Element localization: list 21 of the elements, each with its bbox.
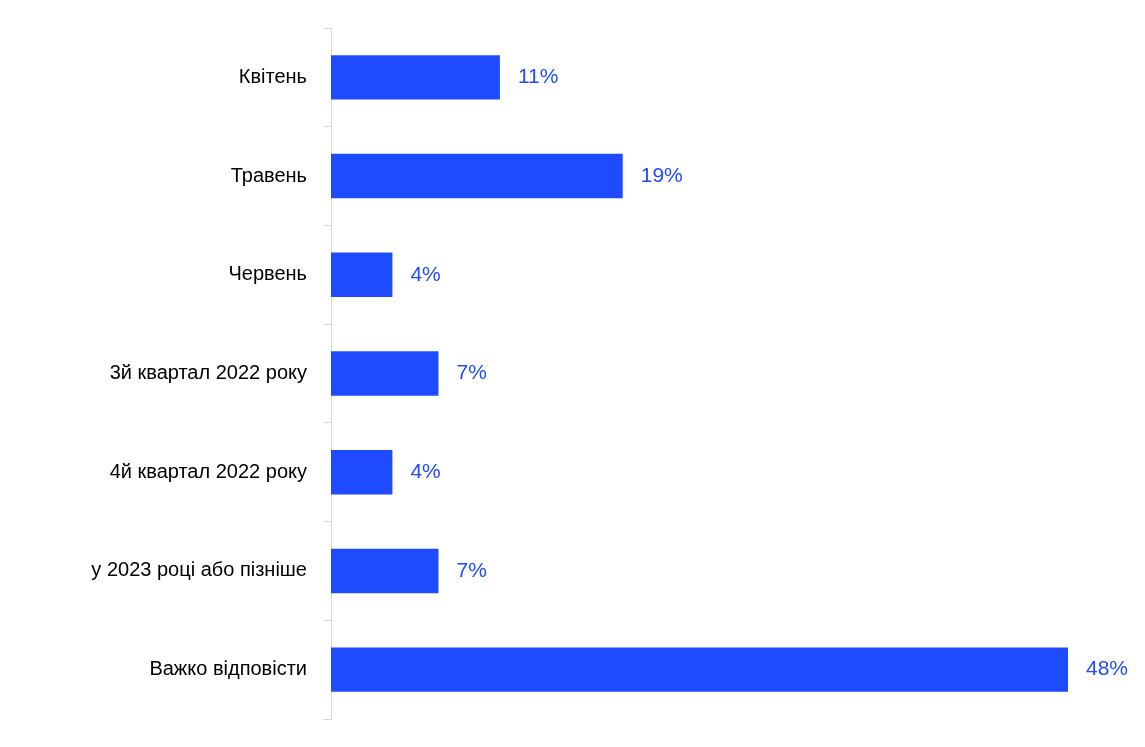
bar: [331, 647, 1068, 692]
y-tick-label: Важко відповісти: [149, 657, 307, 680]
bar: [331, 252, 393, 297]
y-tick-label: Квітень: [238, 64, 307, 87]
data-label: 7%: [456, 360, 487, 384]
y-tick-label: Червень: [228, 262, 307, 285]
bar: [331, 153, 623, 199]
y-tick-label: Травень: [230, 163, 307, 186]
y-tick-label: у 2023 році або пізніше: [91, 558, 307, 581]
data-label: 19%: [640, 162, 683, 186]
bar: [331, 351, 439, 396]
y-tick-label: 4й квартал 2022 року: [109, 459, 307, 482]
bar: [331, 55, 500, 100]
y-tick-label: 3й квартал 2022 року: [109, 361, 307, 384]
data-label: 4%: [410, 459, 441, 483]
data-label: 4%: [410, 261, 441, 285]
bar: [331, 450, 393, 495]
bar: [331, 548, 439, 594]
data-label: 7%: [456, 557, 487, 581]
data-label: 11%: [517, 64, 559, 88]
data-label: 48%: [1086, 656, 1129, 680]
